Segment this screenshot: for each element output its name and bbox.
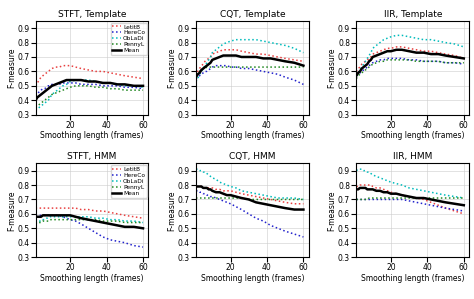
X-axis label: Smoothing length (frames): Smoothing length (frames) [40, 131, 144, 140]
Y-axis label: F-measure: F-measure [328, 190, 337, 231]
Y-axis label: F-measure: F-measure [167, 190, 176, 231]
Y-axis label: F-measure: F-measure [7, 48, 16, 88]
Title: CQT, Template: CQT, Template [219, 10, 285, 19]
Title: CQT, HMM: CQT, HMM [229, 152, 276, 161]
Title: STFT, HMM: STFT, HMM [67, 152, 117, 161]
Title: IIR, Template: IIR, Template [383, 10, 442, 19]
X-axis label: Smoothing length (frames): Smoothing length (frames) [361, 274, 465, 283]
X-axis label: Smoothing length (frames): Smoothing length (frames) [201, 131, 304, 140]
X-axis label: Smoothing length (frames): Smoothing length (frames) [361, 131, 465, 140]
X-axis label: Smoothing length (frames): Smoothing length (frames) [40, 274, 144, 283]
Legend: LetitB, HereCo, ObLaDi, PennyL, Mean: LetitB, HereCo, ObLaDi, PennyL, Mean [111, 23, 147, 55]
Y-axis label: F-measure: F-measure [328, 48, 337, 88]
Y-axis label: F-measure: F-measure [7, 190, 16, 231]
Y-axis label: F-measure: F-measure [167, 48, 176, 88]
X-axis label: Smoothing length (frames): Smoothing length (frames) [201, 274, 304, 283]
Legend: LetitB, HereCo, ObLaDi, PennyL, Mean: LetitB, HereCo, ObLaDi, PennyL, Mean [111, 165, 147, 198]
Title: STFT, Template: STFT, Template [58, 10, 126, 19]
Title: IIR, HMM: IIR, HMM [393, 152, 432, 161]
